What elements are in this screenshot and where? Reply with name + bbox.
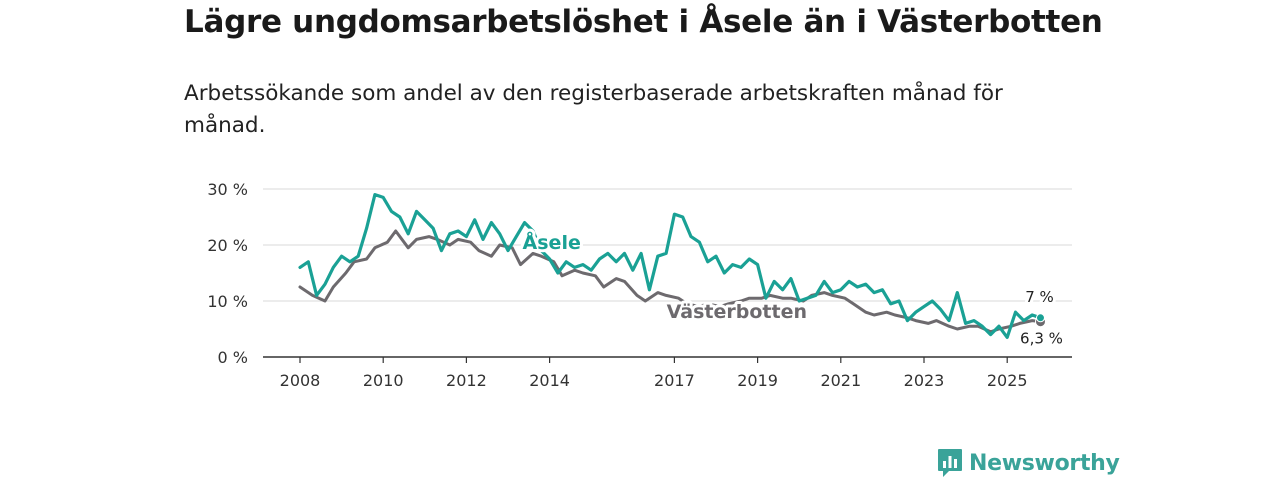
series-line-vasterbotten [298, 229, 1042, 334]
x-tick-label: 2023 [904, 371, 945, 390]
newsworthy-logo: Newsworthy [937, 448, 1120, 478]
x-tick-label: 2012 [446, 371, 487, 390]
newsworthy-icon [938, 449, 962, 477]
end-value-asele-halo: 7 % [1025, 288, 1054, 306]
y-tick-label: 0 % [218, 348, 248, 367]
end-point-asele [1035, 313, 1045, 323]
x-tick-label: 2008 [280, 371, 321, 390]
x-axis: 2008 2010 2012 2014 2017 2019 2021 2023 2025 [280, 357, 1028, 390]
x-tick-label: 2014 [529, 371, 570, 390]
brand-name: Newsworthy [969, 450, 1120, 476]
y-tick-label: 30 % [207, 180, 248, 199]
series-label-vasterbotten: Västerbotten [667, 301, 807, 323]
x-tick-label: 2019 [737, 371, 778, 390]
x-tick-label: 2017 [654, 371, 695, 390]
x-tick-label: 2010 [363, 371, 404, 390]
series-label-asele: Åsele [523, 230, 581, 254]
x-tick-label: 2021 [820, 371, 861, 390]
end-value-vasterbotten: 6,3 % [1020, 330, 1063, 348]
chart-title: Lägre ungdomsarbetslöshet i Åsele än i V… [184, 4, 1103, 40]
end-value-asele: 7 % [1025, 288, 1054, 306]
series-lines [298, 193, 1043, 339]
x-tick-label: 2025 [987, 371, 1028, 390]
series-label-vasterbotten-halo: Västerbotten [667, 301, 807, 323]
y-axis: 0 % 10 % 20 % 30 % [207, 180, 1072, 367]
end-value-vasterbotten-halo: 6,3 % [1020, 330, 1063, 348]
y-tick-label: 20 % [207, 236, 248, 255]
chart-subtitle: Arbetssökande som andel av den registerb… [184, 81, 1003, 138]
series-line-asele [298, 193, 1043, 339]
y-tick-label: 10 % [207, 292, 248, 311]
series-label-asele-halo: Åsele [523, 230, 581, 254]
